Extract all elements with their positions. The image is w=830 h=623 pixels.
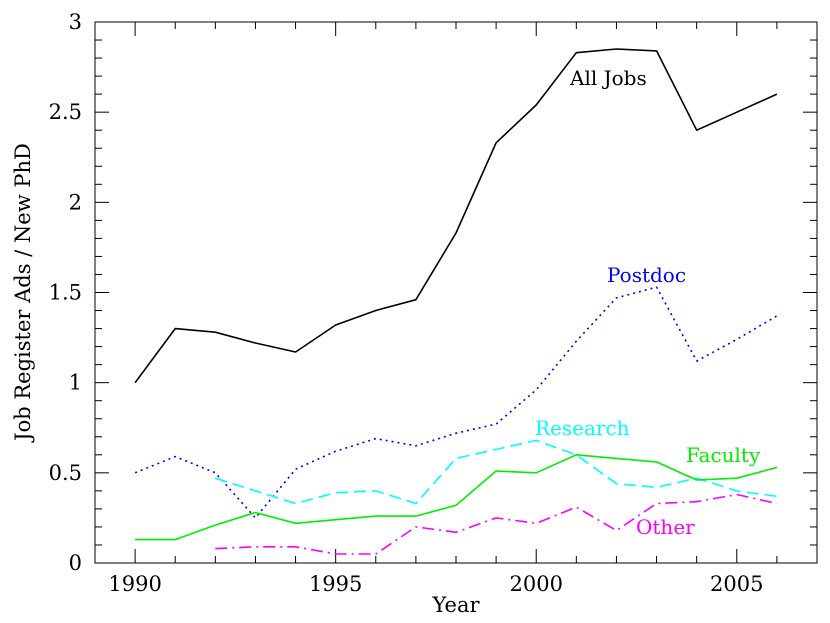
y-tick-label: 0 bbox=[69, 551, 82, 575]
series-label-other: Other bbox=[636, 515, 695, 539]
x-tick-label: 2000 bbox=[509, 572, 562, 596]
series-label-research: Research bbox=[535, 416, 630, 440]
series-line-research bbox=[215, 439, 778, 505]
series-label-all-jobs: All Jobs bbox=[569, 66, 647, 90]
series-line-other bbox=[215, 493, 778, 555]
series-label-postdoc: Postdoc bbox=[607, 263, 686, 287]
series-line-all-jobs bbox=[134, 48, 778, 384]
tick-labels: 1990 1995 2000 2005 0 0.5 1 1.5 2 2.5 3 bbox=[49, 10, 764, 596]
series-line-faculty bbox=[135, 453, 778, 541]
y-axis-title: Job Register Ads / New PhD bbox=[11, 143, 35, 443]
x-tick-label: 1990 bbox=[108, 572, 161, 596]
series-lines bbox=[134, 48, 778, 555]
ticks bbox=[94, 21, 818, 564]
series-label-faculty: Faculty bbox=[686, 443, 761, 467]
y-tick-label: 1 bbox=[69, 371, 82, 395]
y-tick-label: 3 bbox=[69, 10, 82, 34]
series-line-postdoc bbox=[134, 286, 778, 519]
y-tick-label: 2 bbox=[69, 190, 82, 214]
y-tick-label: 2.5 bbox=[49, 100, 82, 124]
y-tick-label: 1.5 bbox=[49, 281, 82, 305]
y-tick-label: 0.5 bbox=[49, 461, 82, 485]
plot-frame bbox=[94, 21, 818, 564]
x-tick-label: 2005 bbox=[710, 572, 763, 596]
x-tick-label: 1995 bbox=[309, 572, 362, 596]
x-axis-title: Year bbox=[431, 593, 480, 617]
